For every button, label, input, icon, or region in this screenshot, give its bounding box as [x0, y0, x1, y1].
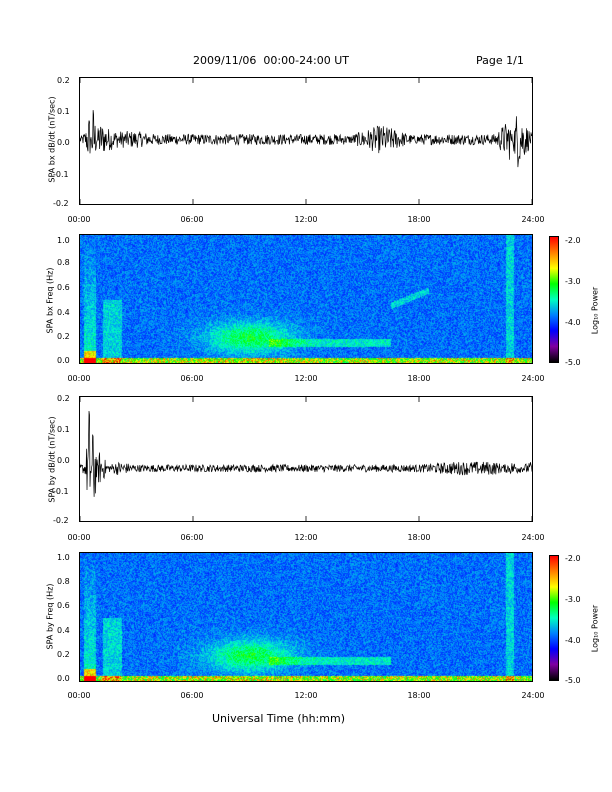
- colorbar-tick: -2.0: [565, 236, 581, 245]
- xtick: 18:00: [407, 691, 431, 700]
- colorbar-tick: -4.0: [565, 318, 581, 327]
- colorbar-label: Log₁₀ Power: [590, 604, 600, 653]
- bx-dbdt-plot: [79, 78, 533, 204]
- ytick: 0.4: [57, 308, 70, 317]
- date-range-title: 2009/11/06 00:00-24:00 UT: [193, 54, 350, 67]
- ytick: 0.0: [57, 456, 70, 465]
- by-spectrogram: [80, 553, 532, 681]
- xtick: 00:00: [67, 215, 91, 224]
- ytick: 0.8: [57, 258, 70, 267]
- bx-spectrogram: [80, 235, 532, 363]
- ytick: 0.0: [57, 674, 70, 683]
- colorbar-tick: -2.0: [565, 554, 581, 563]
- by-dbdt-plot: [79, 397, 533, 521]
- series-line: [79, 410, 533, 497]
- xtick: 24:00: [521, 533, 545, 542]
- xtick: 12:00: [294, 533, 318, 542]
- ytick: 0.2: [57, 394, 70, 403]
- ytick: 0.8: [57, 577, 70, 586]
- colorbar-1: [549, 236, 559, 363]
- xtick: 00:00: [67, 533, 91, 542]
- xtick: 06:00: [180, 215, 204, 224]
- colorbar-tick: -5.0: [565, 676, 581, 685]
- colorbar-tick: -3.0: [565, 277, 581, 286]
- xtick: 06:00: [180, 533, 204, 542]
- xtick: 24:00: [521, 691, 545, 700]
- ytick: 0.4: [57, 626, 70, 635]
- colorbar-label: Log₁₀ Power: [590, 286, 600, 335]
- xtick: 00:00: [67, 374, 91, 383]
- panel1-ylabel: SPA bx dB/dt (nT/sec): [47, 96, 57, 183]
- colorbar-tick: -3.0: [565, 595, 581, 604]
- ytick: 1.0: [57, 553, 70, 562]
- xtick: 18:00: [407, 533, 431, 542]
- bx-dbdt-panel: [79, 77, 533, 205]
- page-number: Page 1/1: [476, 54, 524, 67]
- ytick: -0.2: [53, 199, 69, 208]
- ytick: 0.6: [57, 283, 70, 292]
- ytick: -0.1: [53, 170, 69, 179]
- ytick: 1.0: [57, 236, 70, 245]
- xtick: 18:00: [407, 374, 431, 383]
- xtick: 24:00: [521, 215, 545, 224]
- ytick: 0.0: [57, 356, 70, 365]
- series-line: [79, 110, 533, 168]
- xtick: 18:00: [407, 215, 431, 224]
- xtick: 00:00: [67, 691, 91, 700]
- colorbar-2: [549, 555, 559, 681]
- ytick: 0.1: [57, 425, 70, 434]
- xtick: 24:00: [521, 374, 545, 383]
- by-spectrogram-panel: [79, 552, 533, 682]
- xtick: 12:00: [294, 374, 318, 383]
- panel4-ylabel: SPA by Freq (Hz): [45, 583, 55, 650]
- bx-spectrogram-panel: [79, 234, 533, 364]
- ytick: 0.2: [57, 650, 70, 659]
- panel3-ylabel: SPA by dB/dt (nT/sec): [47, 416, 57, 503]
- ytick: -0.1: [53, 487, 69, 496]
- xtick: 12:00: [294, 691, 318, 700]
- ytick: 0.2: [57, 76, 70, 85]
- xtick: 12:00: [294, 215, 318, 224]
- xtick: 06:00: [180, 691, 204, 700]
- by-dbdt-panel: [79, 396, 533, 522]
- ytick: 0.1: [57, 107, 70, 116]
- x-axis-label: Universal Time (hh:mm): [212, 712, 345, 725]
- xtick: 06:00: [180, 374, 204, 383]
- ytick: -0.2: [53, 516, 69, 525]
- colorbar-tick: -5.0: [565, 358, 581, 367]
- ytick: 0.2: [57, 332, 70, 341]
- colorbar-tick: -4.0: [565, 636, 581, 645]
- ytick: 0.6: [57, 601, 70, 610]
- ytick: 0.0: [57, 138, 70, 147]
- panel2-ylabel: SPA bx Freq (Hz): [45, 267, 55, 334]
